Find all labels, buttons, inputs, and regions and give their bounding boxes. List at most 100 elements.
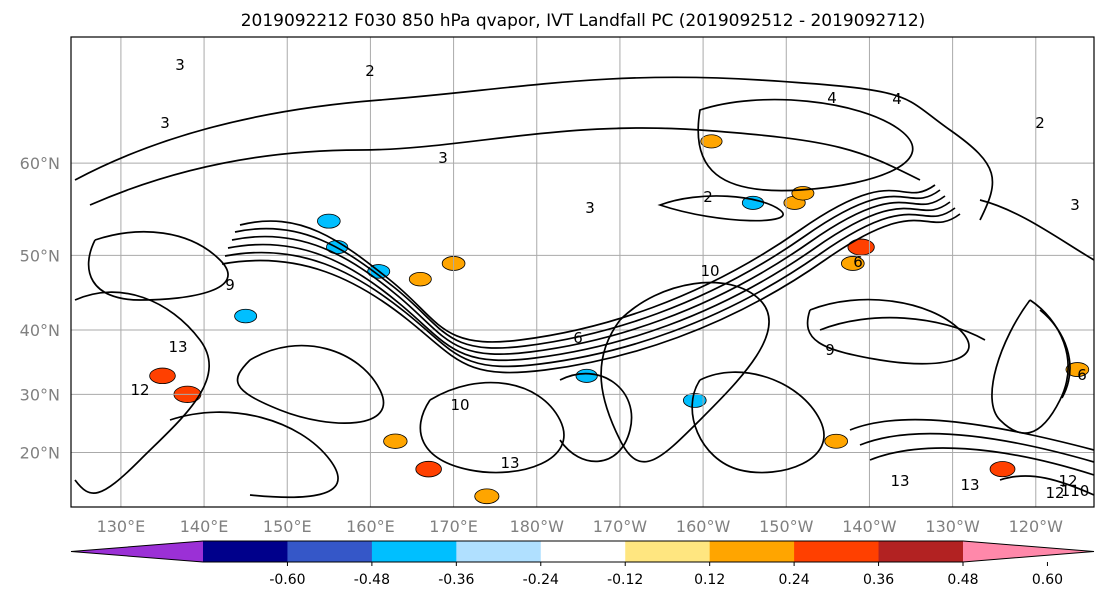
contour-label: 12 <box>1045 484 1064 502</box>
lon-tick-label: 150°W <box>759 517 814 536</box>
map-frame <box>70 36 1095 508</box>
lon-tick-label: 140°E <box>180 517 229 536</box>
contour-label: 9 <box>825 341 835 359</box>
colorbar-segment <box>287 541 373 562</box>
gridlines <box>71 37 1094 507</box>
anomaly-patch <box>474 488 500 505</box>
contour-line <box>227 201 951 362</box>
contour-line <box>419 381 565 474</box>
contour-label: 13 <box>500 454 519 472</box>
anomaly-patch <box>408 271 432 287</box>
contour-label: 2 <box>1035 114 1045 132</box>
colorbar-tick-label: 0.36 <box>863 572 894 588</box>
anomaly-patch <box>841 256 865 271</box>
colorbar-outline <box>70 540 1095 563</box>
contour-line <box>239 184 936 343</box>
colorbar-segment <box>456 541 542 562</box>
contour-line <box>1039 309 1071 399</box>
colorbar-segment <box>203 541 288 562</box>
colorbar-segment <box>625 541 711 562</box>
colorbar-extend-high <box>963 541 1094 562</box>
contour-line <box>806 298 970 365</box>
contour-line <box>74 76 994 221</box>
contour-label: 9 <box>225 276 235 294</box>
ivt-contours <box>74 76 1094 499</box>
contour-line <box>697 98 914 192</box>
colorbar-segment <box>878 541 964 562</box>
colorbar-segment <box>794 541 880 562</box>
contour-line <box>849 418 1094 451</box>
colorbar-tick-label: -0.12 <box>607 572 643 588</box>
colorbar-segment <box>371 541 457 562</box>
contour-label: 13 <box>168 338 187 356</box>
contour-line <box>691 371 825 474</box>
lat-tick-label: 40°N <box>20 321 60 340</box>
contour-line <box>74 291 210 494</box>
contour-label: 3 <box>438 149 448 167</box>
anomaly-patch <box>700 134 723 149</box>
contour-label: 3 <box>175 56 185 74</box>
lat-tick-label: 30°N <box>20 385 60 404</box>
contour-line <box>231 195 946 355</box>
contour-line <box>869 447 1094 476</box>
colorbar-segment <box>540 541 626 562</box>
anomaly-patch <box>824 433 848 449</box>
contour-label: 3 <box>1070 196 1080 214</box>
lon-tick-label: 130°W <box>925 517 980 536</box>
contour-label: 10 <box>450 396 469 414</box>
contour-label: 6 <box>573 329 583 347</box>
map-background <box>71 37 1094 507</box>
lon-tick-label: 160°E <box>346 517 395 536</box>
lon-tick-label: 160°W <box>676 517 731 536</box>
colorbar-segment <box>709 541 795 562</box>
contour-label: 10 <box>700 262 719 280</box>
contour-line <box>559 372 633 463</box>
contour-label: 3 <box>585 199 595 217</box>
contour-label: 6 <box>1077 366 1087 384</box>
anomaly-patch <box>575 368 598 383</box>
anomaly-patch <box>989 461 1016 478</box>
colorbar-tick-label: 0.24 <box>779 572 810 588</box>
contour-label: 12 <box>1058 472 1077 490</box>
colorbar-tick-label: 0.60 <box>1032 572 1063 588</box>
contour-label: 13 <box>960 476 979 494</box>
colorbar-tick-label: -0.24 <box>523 572 559 588</box>
contour-label: 4 <box>827 89 837 107</box>
longitude-labels: 130°E 140°E 150°E 160°E 170°E 180°W 170°W 160°W… <box>97 517 1064 536</box>
contour-line <box>991 299 1069 434</box>
contour-label: 2 <box>703 188 713 206</box>
colorbar-extend-low <box>71 541 203 562</box>
colorbar-tick-label: -0.36 <box>438 572 474 588</box>
contour-line <box>224 207 956 368</box>
contour-line <box>169 411 339 499</box>
colorbar-tick-label: 0.12 <box>694 572 725 588</box>
lat-tick-label: 20°N <box>20 443 60 462</box>
contour-label: 110 <box>1061 482 1090 500</box>
colorbar-tick-label: 0.48 <box>947 572 978 588</box>
latitude-labels: 60°N 50°N 40°N 30°N 20°N <box>20 154 60 462</box>
contour-line <box>89 127 921 206</box>
colorbar-tick-label: -0.60 <box>269 572 305 588</box>
contour-line <box>87 231 229 301</box>
contour-line <box>819 316 986 341</box>
anomaly-patch <box>149 367 176 385</box>
contour-label: 3 <box>160 114 170 132</box>
lon-tick-label: 130°E <box>97 517 146 536</box>
contour-label: 13 <box>890 472 909 490</box>
lat-tick-label: 60°N <box>20 154 60 173</box>
anomaly-patch <box>317 213 341 229</box>
colorbar: -0.60 -0.48 -0.36 -0.24 -0.12 0.12 0.24 0.36 0.4… <box>70 540 1095 588</box>
contour-label: 12 <box>130 381 149 399</box>
lon-tick-label: 150°E <box>263 517 312 536</box>
anomaly-patch <box>383 433 408 449</box>
contour-line <box>600 281 770 463</box>
contour-line <box>657 195 784 222</box>
contour-line <box>979 199 1094 261</box>
colorbar-tick-label: -0.48 <box>354 572 390 588</box>
lat-tick-label: 50°N <box>20 246 60 265</box>
chart-title: 2019092212 F030 850 hPa qvapor, IVT Land… <box>241 11 926 31</box>
contour-line <box>859 432 1094 463</box>
lon-tick-label: 180°W <box>510 517 565 536</box>
